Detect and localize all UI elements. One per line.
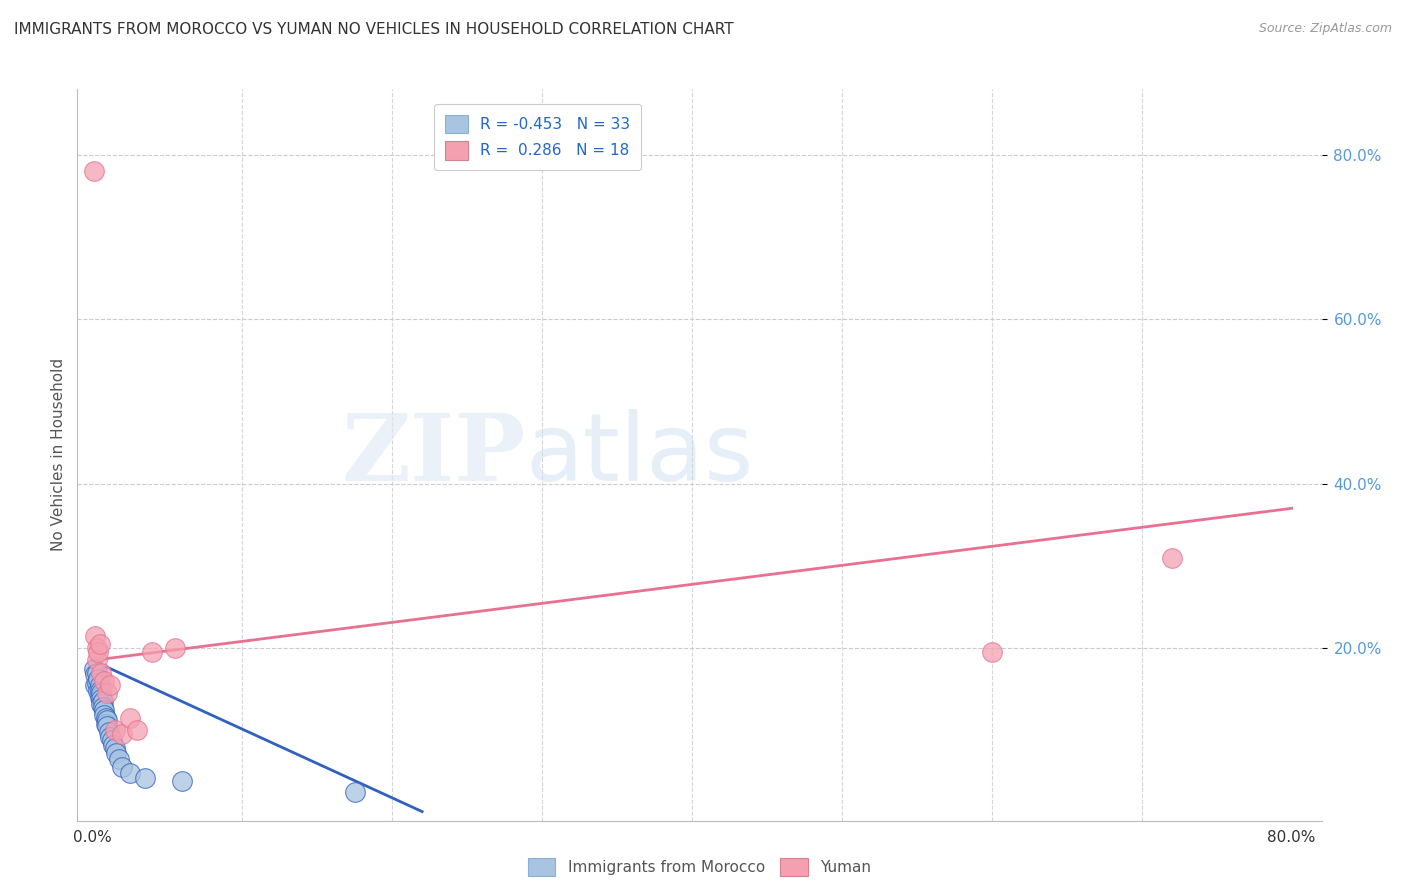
Point: [97, 724, 120, 739]
Point: [108, 752, 131, 766]
Point: [96, 719, 118, 733]
Point: [127, 723, 149, 738]
Point: [163, 641, 186, 656]
Point: [101, 733, 124, 747]
Point: [83, 164, 105, 178]
Point: [90, 686, 112, 700]
Point: [111, 727, 134, 741]
Text: IMMIGRANTS FROM MOROCCO VS YUMAN NO VEHICLES IN HOUSEHOLD CORRELATION CHART: IMMIGRANTS FROM MOROCCO VS YUMAN NO VEHI…: [14, 22, 734, 37]
Point: [84, 667, 107, 681]
Point: [111, 760, 134, 774]
Point: [104, 741, 127, 756]
Point: [94, 716, 117, 731]
Point: [104, 723, 127, 738]
Text: atlas: atlas: [526, 409, 754, 501]
Point: [90, 665, 112, 680]
Point: [172, 774, 194, 789]
Text: Source: ZipAtlas.com: Source: ZipAtlas.com: [1258, 22, 1392, 36]
Point: [91, 694, 114, 708]
Point: [87, 683, 110, 698]
Point: [87, 673, 110, 687]
Point: [84, 678, 107, 692]
Point: [96, 686, 118, 700]
Point: [83, 662, 105, 676]
Point: [343, 785, 366, 799]
Point: [93, 703, 115, 717]
Point: [105, 746, 128, 760]
Point: [86, 641, 108, 656]
Point: [87, 645, 110, 659]
Point: [98, 730, 121, 744]
Point: [86, 665, 108, 680]
Point: [90, 692, 112, 706]
Point: [980, 645, 1002, 659]
Point: [86, 653, 108, 667]
Point: [93, 708, 115, 723]
Point: [103, 738, 125, 752]
Point: [134, 771, 156, 785]
Y-axis label: No Vehicles in Household: No Vehicles in Household: [51, 359, 66, 551]
Point: [84, 629, 107, 643]
Point: [89, 678, 111, 692]
Point: [1160, 550, 1182, 565]
Point: [96, 714, 118, 728]
Point: [118, 711, 141, 725]
Point: [90, 697, 112, 711]
Point: [118, 766, 141, 780]
Point: [93, 673, 115, 688]
Point: [98, 678, 121, 692]
Point: [89, 637, 111, 651]
Point: [86, 675, 108, 690]
Point: [94, 711, 117, 725]
Legend: Immigrants from Morocco, Yuman: Immigrants from Morocco, Yuman: [522, 852, 877, 882]
Point: [91, 700, 114, 714]
Point: [89, 683, 111, 698]
Point: [141, 645, 163, 659]
Text: ZIP: ZIP: [342, 410, 526, 500]
Point: [89, 690, 111, 705]
